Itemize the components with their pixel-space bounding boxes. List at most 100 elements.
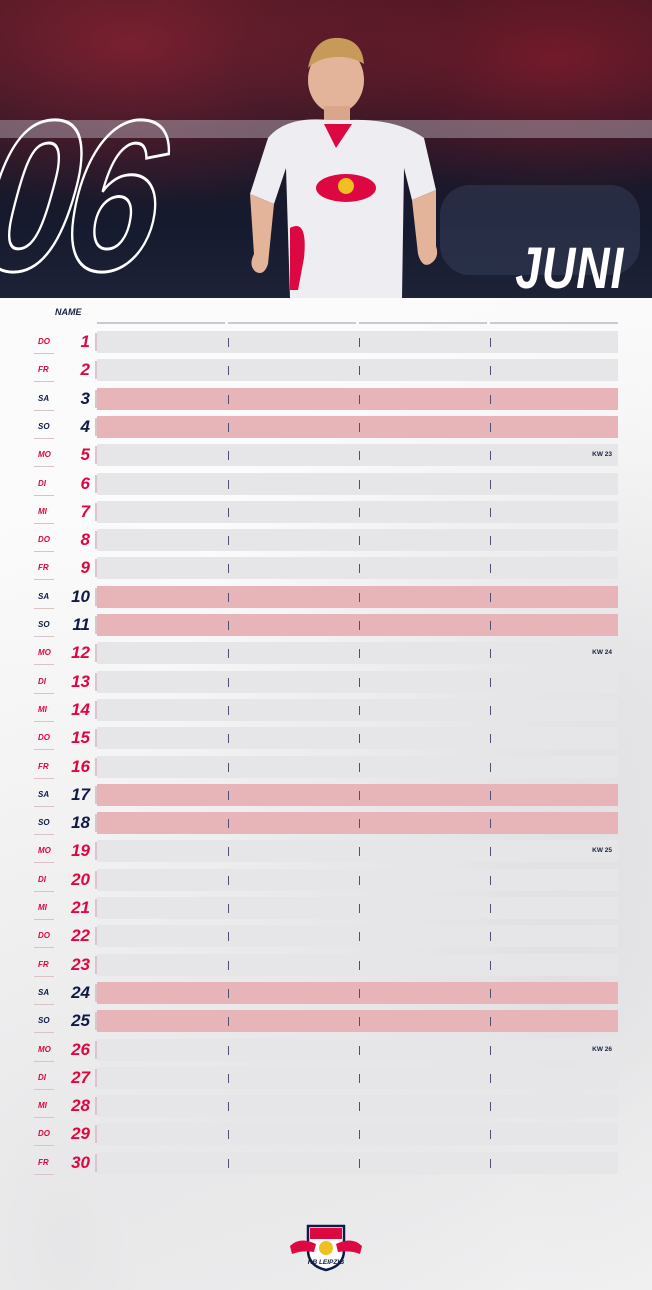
row-left-bar	[95, 757, 97, 776]
day-entry-field[interactable]	[97, 812, 618, 835]
row-left-bar	[95, 1125, 97, 1144]
column-separator	[228, 1130, 229, 1140]
column-separator	[490, 1045, 491, 1055]
day-row: MI 21	[0, 897, 652, 921]
day-number: 23	[71, 954, 90, 974]
day-entry-field[interactable]	[97, 472, 618, 495]
column-separator	[359, 960, 360, 970]
day-row: FR 23	[0, 953, 652, 978]
month-name: JUNI	[515, 236, 624, 298]
row-left-bar	[95, 587, 97, 606]
rb-leipzig-logo: RB LEIPZIG	[290, 1224, 362, 1272]
column-separator	[490, 536, 491, 546]
day-entry-field[interactable]	[97, 1151, 618, 1174]
column-separator	[359, 479, 360, 489]
day-entry-field[interactable]	[97, 840, 618, 863]
day-entry-field[interactable]	[97, 1123, 618, 1146]
column-separator	[490, 932, 491, 942]
row-left-bar	[95, 559, 97, 578]
day-row: SA 10	[0, 585, 652, 610]
row-left-bar	[95, 502, 97, 521]
column-separator	[359, 451, 360, 461]
day-entry-field[interactable]	[97, 783, 618, 806]
day-number: 9	[80, 558, 90, 578]
day-row: DO 15	[0, 727, 652, 751]
column-separator	[490, 904, 491, 913]
day-number: 3	[80, 388, 90, 408]
day-number: 29	[71, 1124, 90, 1144]
day-number: 19	[71, 841, 90, 861]
weekday-label: DI	[34, 869, 60, 892]
weekday-label: MI	[34, 897, 60, 920]
row-left-bar	[95, 870, 97, 889]
column-separator	[228, 451, 229, 461]
day-number: 16	[71, 756, 90, 776]
day-entry-field[interactable]	[97, 444, 618, 467]
day-entry-field[interactable]	[97, 500, 618, 523]
calendar-week-label: KW 24	[592, 649, 612, 657]
day-entry-field[interactable]	[97, 529, 618, 552]
column-separator	[490, 960, 491, 970]
day-entry-field[interactable]	[97, 642, 618, 665]
day-entry-field[interactable]	[97, 1095, 618, 1118]
row-left-bar	[95, 983, 97, 1002]
weekday-label: SA	[34, 586, 60, 609]
day-row: SO 18	[0, 812, 652, 836]
column-separator	[228, 621, 229, 630]
column-separator	[228, 904, 229, 913]
day-entry-field[interactable]	[97, 387, 618, 410]
day-entry-field[interactable]	[97, 1038, 618, 1061]
row-left-bar	[95, 531, 97, 550]
day-entry-field[interactable]	[97, 727, 618, 750]
day-entry-field[interactable]	[97, 1066, 618, 1089]
column-separator	[490, 564, 491, 574]
day-number: 27	[71, 1067, 90, 1087]
column-separator	[228, 819, 229, 829]
row-left-bar	[95, 389, 97, 408]
day-entry-field[interactable]	[97, 953, 618, 976]
column-separator	[490, 1158, 491, 1168]
day-entry-field[interactable]	[97, 670, 618, 693]
column-separator	[490, 847, 491, 857]
column-separator	[490, 338, 491, 347]
day-entry-field[interactable]	[97, 585, 618, 608]
column-separator	[490, 422, 491, 432]
column-separator	[359, 705, 360, 715]
day-number: 14	[71, 699, 90, 719]
day-row: FR 2	[0, 359, 652, 383]
month-number: 06	[0, 74, 171, 298]
day-entry-field[interactable]	[97, 1010, 618, 1033]
day-entry-field[interactable]	[97, 868, 618, 891]
weekday-label: FR	[34, 359, 60, 383]
day-entry-field[interactable]	[97, 698, 618, 721]
weekday-label: MO	[34, 840, 60, 864]
weekday-label: FR	[34, 954, 60, 977]
weekday-label: DO	[34, 331, 60, 354]
weekday-label: DO	[34, 1123, 60, 1147]
column-separator	[228, 422, 229, 432]
day-entry-field[interactable]	[97, 925, 618, 948]
column-separator	[228, 1045, 229, 1055]
column-separator	[359, 1130, 360, 1140]
weekday-label: DI	[34, 1067, 60, 1090]
column-separator	[359, 988, 360, 998]
column-separator	[490, 1102, 491, 1112]
day-row: MI 14	[0, 698, 652, 723]
column-separator	[359, 394, 360, 404]
column-separator	[228, 734, 229, 744]
row-left-bar	[95, 955, 97, 974]
weekday-label: SA	[34, 982, 60, 1005]
day-entry-field[interactable]	[97, 415, 618, 438]
day-entry-field[interactable]	[97, 614, 618, 636]
day-entry-field[interactable]	[97, 981, 618, 1004]
day-entry-field[interactable]	[97, 331, 618, 353]
day-entry-field[interactable]	[97, 897, 618, 919]
day-entry-field[interactable]	[97, 557, 618, 580]
day-entry-field[interactable]	[97, 359, 618, 382]
football-player-photo	[250, 37, 438, 298]
row-left-bar	[95, 361, 97, 380]
row-left-bar	[95, 1153, 97, 1172]
day-entry-field[interactable]	[97, 755, 618, 778]
day-number: 24	[71, 982, 90, 1002]
row-left-bar	[95, 417, 97, 436]
